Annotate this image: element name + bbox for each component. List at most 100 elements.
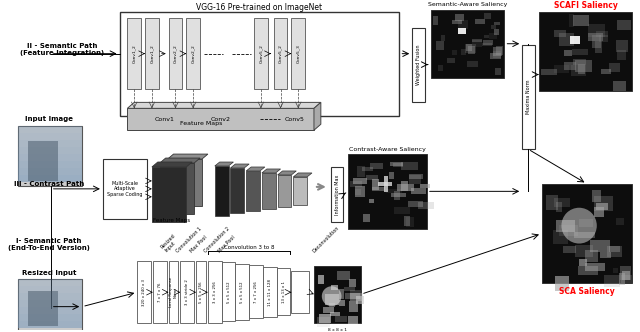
Text: 3 x 3 x 256: 3 x 3 x 256 bbox=[212, 281, 217, 303]
Text: 7 x 7 x 256: 7 x 7 x 256 bbox=[254, 281, 258, 302]
Bar bbox=[348, 154, 427, 229]
Bar bbox=[378, 182, 392, 186]
Bar bbox=[263, 267, 276, 317]
Bar bbox=[612, 268, 618, 273]
Bar bbox=[278, 175, 291, 207]
Text: Deconvolution: Deconvolution bbox=[312, 225, 340, 253]
Bar bbox=[431, 10, 504, 78]
Bar bbox=[19, 154, 82, 161]
Bar bbox=[595, 41, 602, 53]
Text: Convolution 3 to 8: Convolution 3 to 8 bbox=[224, 245, 275, 250]
Bar bbox=[363, 214, 370, 222]
Bar bbox=[436, 41, 444, 50]
Bar bbox=[221, 262, 236, 321]
Bar bbox=[362, 167, 373, 171]
Text: 7 x 7 x 76: 7 x 7 x 76 bbox=[158, 283, 162, 302]
Bar bbox=[592, 190, 601, 202]
Bar bbox=[215, 166, 228, 216]
Bar bbox=[384, 176, 388, 192]
Bar bbox=[356, 296, 364, 304]
Text: 320 x 240 x 3: 320 x 240 x 3 bbox=[142, 279, 146, 306]
Bar bbox=[293, 177, 307, 205]
Text: Weighted Fusion: Weighted Fusion bbox=[416, 44, 421, 85]
Bar bbox=[484, 13, 491, 19]
Bar bbox=[468, 46, 475, 54]
Bar bbox=[208, 261, 221, 323]
Bar bbox=[372, 179, 379, 190]
Bar bbox=[127, 18, 141, 89]
Bar bbox=[452, 20, 462, 24]
Bar bbox=[596, 31, 607, 37]
Bar bbox=[573, 15, 589, 26]
Text: Resized
Input: Resized Input bbox=[160, 233, 180, 253]
Bar bbox=[420, 184, 430, 188]
Bar bbox=[493, 51, 500, 58]
Bar bbox=[19, 126, 82, 133]
Circle shape bbox=[322, 286, 342, 306]
Bar bbox=[546, 195, 557, 210]
Bar bbox=[355, 186, 365, 197]
Bar bbox=[386, 189, 403, 193]
Text: 5 x 5 x 512: 5 x 5 x 512 bbox=[227, 281, 230, 302]
Bar bbox=[609, 245, 620, 252]
Bar bbox=[274, 18, 287, 89]
Text: II - Semantic Path
(Feature Integration): II - Semantic Path (Feature Integration) bbox=[20, 43, 104, 56]
Bar bbox=[570, 14, 574, 27]
Bar bbox=[19, 314, 82, 321]
Bar bbox=[522, 45, 535, 149]
Bar bbox=[433, 16, 438, 25]
Polygon shape bbox=[314, 102, 321, 130]
Bar bbox=[349, 279, 356, 287]
Bar bbox=[350, 181, 362, 187]
Bar bbox=[563, 245, 576, 253]
Bar bbox=[331, 285, 337, 290]
Text: III - Contrast Path: III - Contrast Path bbox=[13, 181, 84, 187]
Text: Max Pool: Max Pool bbox=[189, 234, 208, 253]
Bar bbox=[458, 28, 466, 34]
Bar bbox=[409, 174, 423, 179]
Bar bbox=[330, 312, 340, 316]
Text: SCAFI Saliency: SCAFI Saliency bbox=[554, 1, 618, 11]
Text: Local Response
Norm: Local Response Norm bbox=[169, 277, 178, 307]
Bar bbox=[600, 252, 611, 258]
Bar bbox=[19, 147, 82, 154]
Bar bbox=[575, 60, 592, 72]
Bar bbox=[317, 317, 330, 327]
Bar bbox=[564, 62, 576, 70]
Bar bbox=[616, 218, 624, 225]
Bar bbox=[168, 261, 179, 323]
Bar bbox=[489, 33, 497, 39]
Bar bbox=[493, 47, 502, 56]
Bar bbox=[168, 18, 182, 89]
Bar bbox=[346, 293, 360, 299]
Bar bbox=[19, 168, 82, 175]
Bar bbox=[599, 35, 607, 42]
Bar bbox=[596, 203, 607, 210]
Bar bbox=[491, 25, 495, 29]
Text: 3 x 3 stride 2: 3 x 3 stride 2 bbox=[185, 279, 189, 305]
Bar bbox=[554, 198, 570, 207]
Bar bbox=[19, 175, 82, 182]
Bar bbox=[579, 259, 587, 266]
Bar bbox=[19, 321, 82, 328]
Bar bbox=[475, 19, 485, 24]
Bar bbox=[554, 30, 566, 37]
Bar bbox=[409, 175, 421, 184]
Bar bbox=[452, 50, 458, 55]
Text: Multi-Scale
Adaptive
Sparse Coding: Multi-Scale Adaptive Sparse Coding bbox=[107, 181, 143, 197]
Bar bbox=[388, 172, 394, 179]
Bar bbox=[353, 178, 367, 184]
Bar bbox=[607, 245, 622, 257]
Text: 8 x 8 x 1: 8 x 8 x 1 bbox=[328, 328, 347, 332]
Bar bbox=[493, 22, 500, 25]
Bar bbox=[324, 294, 339, 305]
Bar bbox=[406, 217, 414, 227]
Bar bbox=[556, 220, 575, 232]
Bar bbox=[276, 268, 291, 315]
Bar bbox=[411, 188, 426, 194]
Bar bbox=[616, 40, 628, 52]
Bar bbox=[490, 53, 500, 59]
Bar bbox=[465, 44, 476, 53]
Bar bbox=[366, 175, 378, 180]
Bar bbox=[590, 240, 609, 252]
